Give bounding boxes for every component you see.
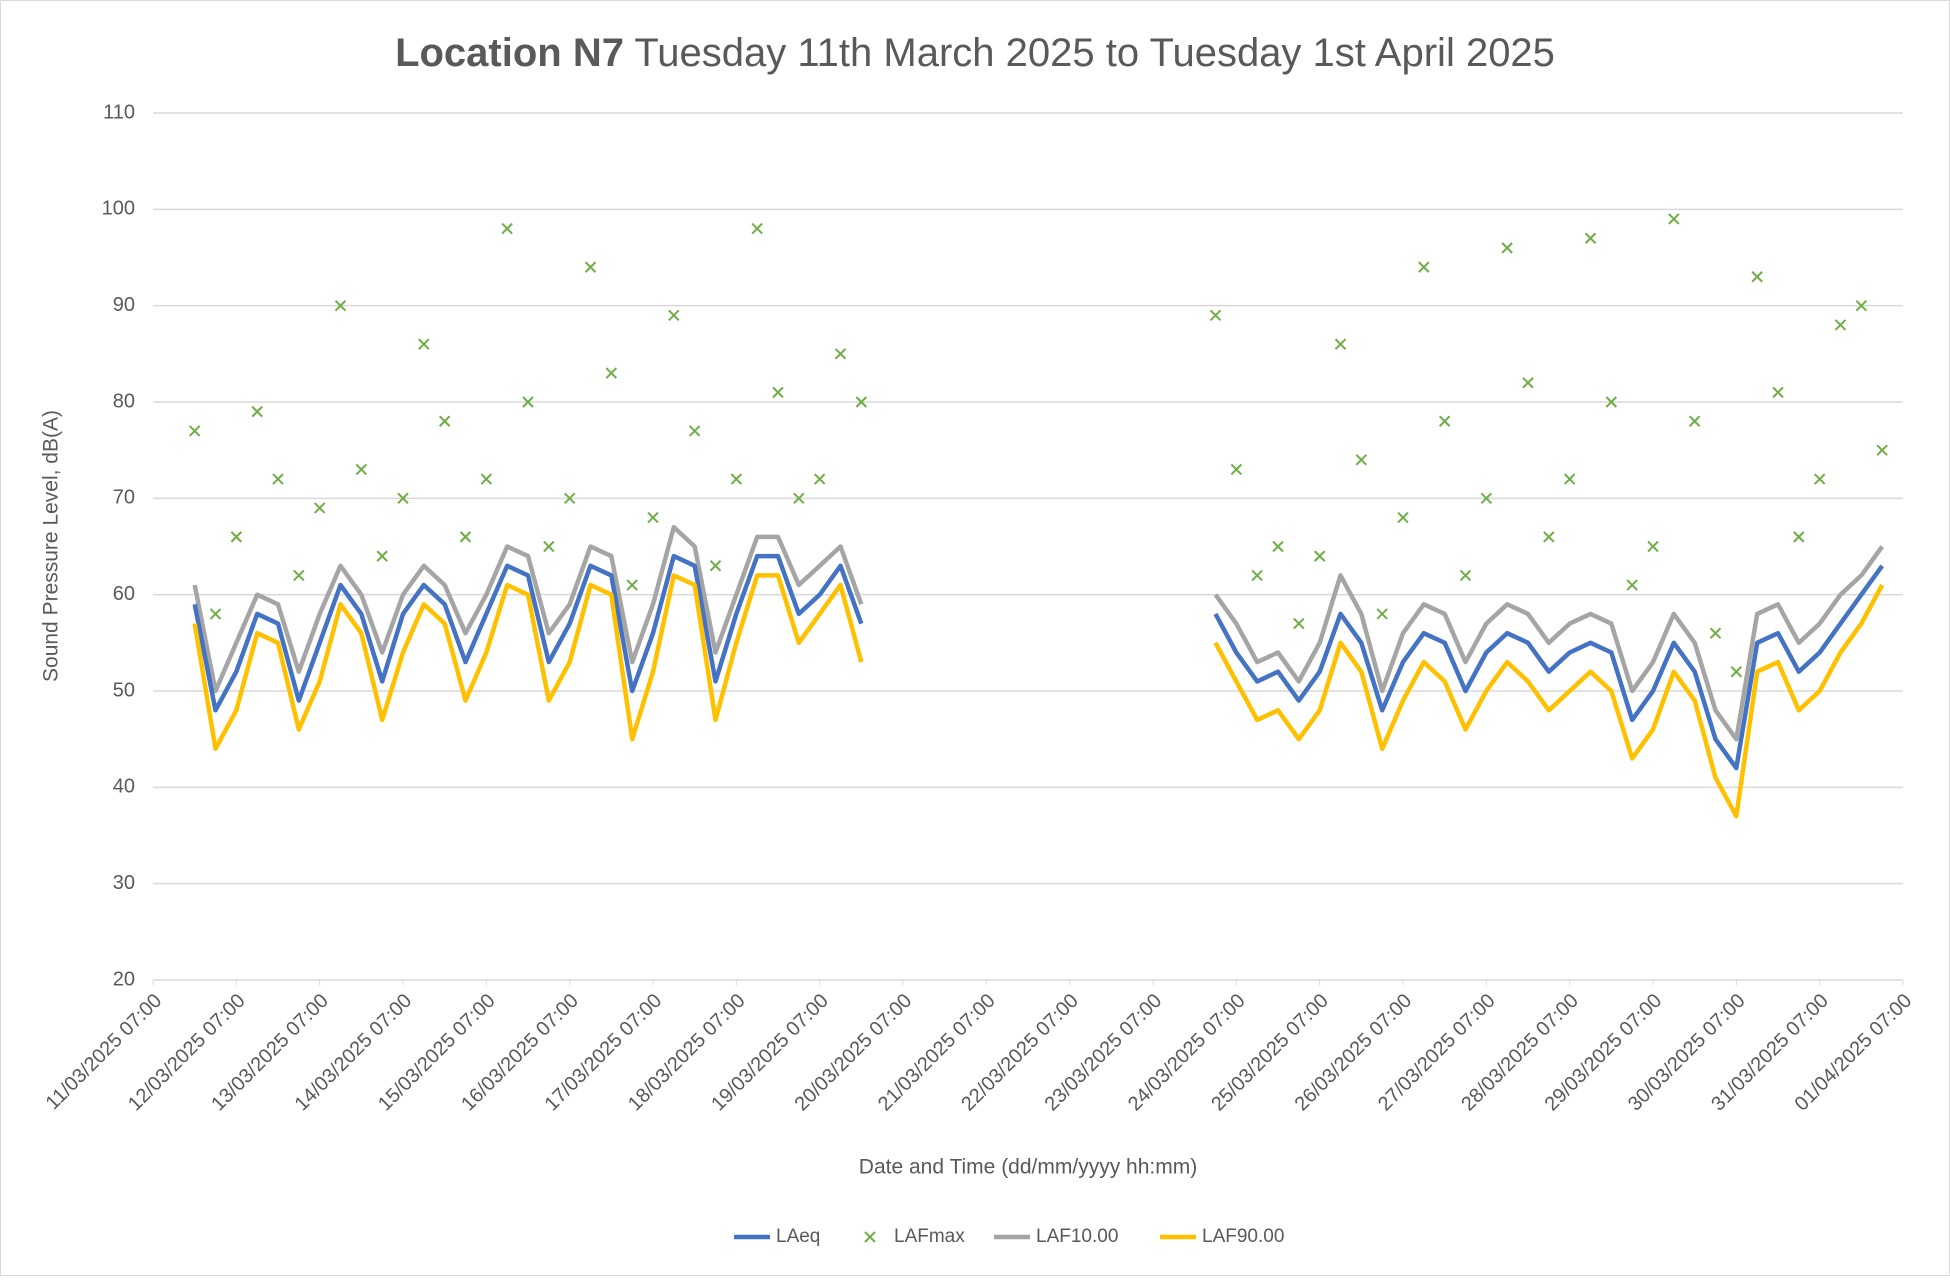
max-marker — [1688, 415, 1701, 427]
legend: LAeq LAFmax LAF10.00 LAF90.00 — [734, 1226, 1284, 1247]
max-marker — [313, 502, 326, 514]
max-marker — [376, 550, 388, 562]
y-tick-label: 90 — [113, 294, 135, 316]
max-marker — [251, 405, 263, 418]
max-marker — [1584, 232, 1597, 244]
y-tick-label: 50 — [113, 679, 135, 701]
max-marker — [1876, 444, 1888, 456]
y-tick-label: 30 — [113, 872, 135, 894]
max-marker — [1730, 666, 1743, 678]
max-marker — [1251, 569, 1263, 582]
max-marker — [563, 492, 576, 505]
legend-label: LAeq — [776, 1226, 820, 1247]
max-marker — [647, 511, 659, 524]
max-marker — [293, 569, 305, 582]
legend-marker — [864, 1231, 876, 1243]
max-marker — [543, 540, 555, 553]
max-marker — [459, 531, 472, 543]
max-marker — [1626, 579, 1638, 591]
x-axis-label: Date and Time (dd/mm/yyyy hh:mm) — [859, 1156, 1197, 1179]
max-marker — [1605, 396, 1618, 408]
y-tick-label: 70 — [113, 487, 135, 509]
max-marker — [418, 338, 430, 350]
max-marker — [1459, 569, 1472, 582]
max-marker — [355, 463, 368, 476]
max-marker — [730, 473, 743, 485]
max-marker — [334, 299, 347, 312]
max-marker — [1209, 309, 1222, 322]
max-marker — [626, 579, 638, 591]
max-marker — [272, 473, 284, 485]
max-marker — [813, 473, 826, 485]
max-marker — [1293, 617, 1305, 630]
max-marker — [1272, 540, 1284, 553]
max-marker — [1647, 540, 1659, 553]
max-marker — [1501, 242, 1513, 254]
max-marker — [1376, 608, 1388, 620]
max-marker — [1480, 492, 1493, 505]
legend-label: LAFmax — [894, 1226, 965, 1247]
max-marker — [1543, 531, 1555, 543]
legend-label: LAF90.00 — [1202, 1226, 1284, 1247]
y-tick-label: 110 — [103, 101, 135, 123]
max-marker — [751, 222, 763, 235]
max-marker — [1397, 511, 1409, 524]
max-marker — [230, 531, 243, 543]
max-marker — [501, 222, 513, 235]
max-marker — [522, 396, 534, 408]
max-marker — [1563, 473, 1576, 485]
max-marker — [1313, 550, 1326, 562]
max-marker — [1438, 415, 1451, 427]
max-marker — [480, 473, 493, 485]
max-marker — [1418, 261, 1430, 273]
max-marker — [1751, 271, 1763, 283]
max-marker — [188, 425, 201, 437]
y-tick-label: 80 — [113, 390, 135, 412]
y-tick-label: 20 — [113, 968, 135, 990]
max-marker — [397, 492, 409, 505]
y-tick-label: 100 — [102, 198, 135, 220]
max-marker — [1834, 319, 1847, 331]
max-marker — [1522, 377, 1534, 389]
max-marker — [834, 348, 847, 360]
max-marker — [855, 396, 868, 408]
max-marker — [209, 608, 222, 620]
max-marker — [688, 425, 701, 437]
max-marker — [1709, 627, 1722, 639]
y-tick-label: 60 — [113, 583, 135, 605]
y-tick-label: 40 — [113, 776, 135, 798]
max-marker — [772, 386, 784, 399]
max-marker — [793, 492, 805, 505]
title-rest: Tuesday 11th March 2025 to Tuesday 1st A… — [634, 31, 1555, 75]
max-marker — [668, 309, 680, 322]
max-marker — [1772, 386, 1784, 399]
max-marker — [1793, 531, 1805, 543]
max-marker — [1668, 213, 1680, 225]
max-marker — [1813, 473, 1826, 485]
max-marker — [1334, 338, 1347, 350]
max-marker — [1230, 463, 1243, 476]
plot-area — [188, 213, 1888, 819]
series-line — [192, 553, 1885, 771]
series-line — [192, 573, 1885, 819]
max-marker — [1355, 454, 1368, 466]
title-bold: Location N7 — [395, 31, 624, 75]
max-marker — [605, 367, 618, 379]
legend-label: LAF10.00 — [1036, 1226, 1118, 1247]
max-marker — [1855, 299, 1868, 312]
max-marker — [438, 415, 451, 427]
max-marker — [709, 560, 722, 572]
chart-title: Location N7 Tuesday 11th March 2025 to T… — [395, 31, 1555, 75]
max-marker — [584, 261, 597, 273]
series-line — [192, 524, 1885, 742]
y-axis-label: Sound Pressure Level, dB(A) — [40, 410, 63, 682]
